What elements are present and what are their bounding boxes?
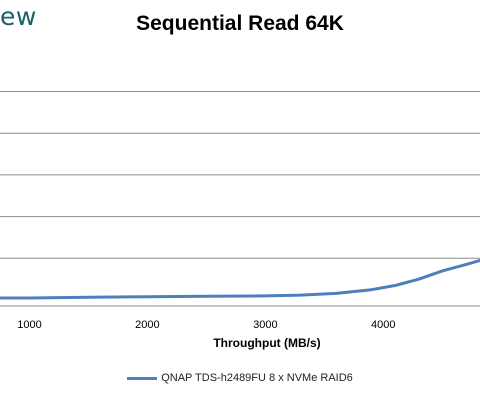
x-tick-label: 2000 — [135, 319, 159, 331]
brand-logo: ew — [0, 2, 37, 31]
x-tick-label: 3000 — [253, 319, 277, 331]
x-tick-label: 1000 — [17, 319, 41, 331]
x-axis-title: Throughput (MB/s) — [213, 336, 321, 350]
legend-label: QNAP TDS-h2489FU 8 x NVMe RAID6 — [161, 372, 353, 384]
chart-legend: QNAP TDS-h2489FU 8 x NVMe RAID6 — [0, 372, 480, 384]
x-tick-label: 4000 — [371, 319, 395, 331]
chart-title: Sequential Read 64K — [136, 12, 344, 35]
legend-line-swatch — [127, 376, 158, 380]
series-line — [0, 259, 480, 300]
